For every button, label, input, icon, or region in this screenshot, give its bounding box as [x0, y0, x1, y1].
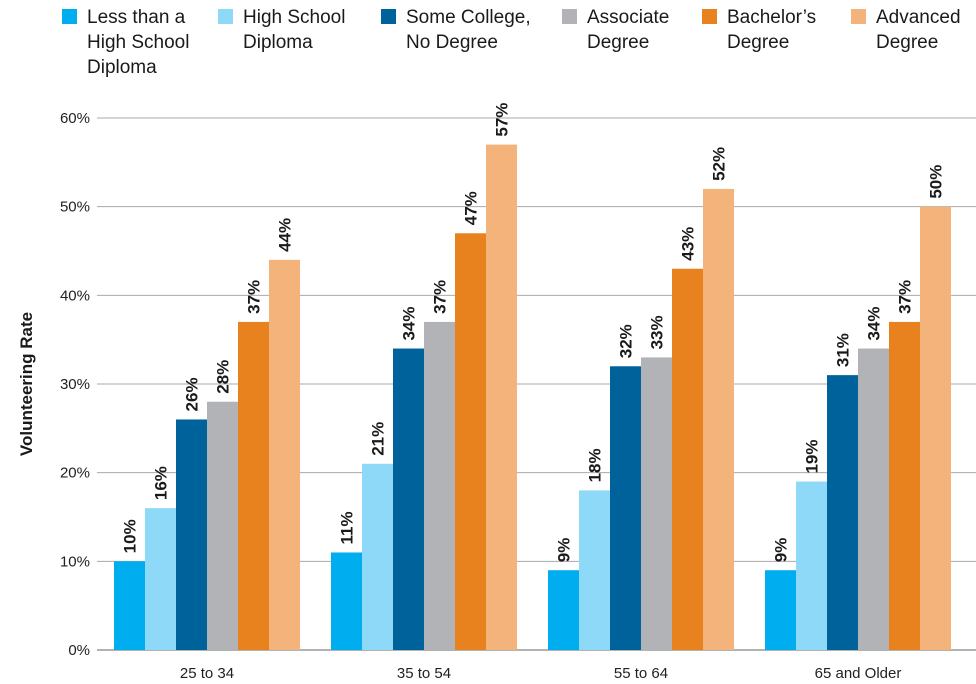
- legend-label: Associate Degree: [587, 7, 670, 53]
- bar: [641, 357, 672, 650]
- bar: [920, 206, 951, 650]
- legend-swatch: [562, 9, 577, 24]
- data-label: 32%: [617, 324, 636, 358]
- y-axis-title: Volunteering Rate: [17, 312, 36, 456]
- data-label: 52%: [710, 147, 729, 181]
- legend-label: Bachelor’s Degree: [727, 7, 817, 53]
- bars: [114, 144, 951, 650]
- data-label: 9%: [555, 538, 574, 563]
- bar: [579, 490, 610, 650]
- data-label: 10%: [121, 519, 140, 553]
- y-tick-label: 40%: [60, 287, 90, 304]
- legend: Less than a High School Diploma High Sch…: [0, 0, 976, 84]
- legend-swatch: [702, 9, 717, 24]
- x-tick-label: 55 to 64: [614, 665, 668, 682]
- bar: [424, 321, 455, 650]
- data-label: 50%: [927, 165, 946, 199]
- bar: [362, 463, 393, 650]
- data-label: 26%: [183, 377, 202, 411]
- legend-item: Associate Degree: [562, 5, 669, 55]
- data-label: 18%: [586, 448, 605, 482]
- data-labels: 10% 16% 26% 28% 37% 44% 11% 21% 34% 37% 47% 57% 9% 18…: [121, 103, 946, 563]
- legend-swatch: [381, 9, 396, 24]
- data-label: 19%: [803, 440, 822, 474]
- bar: [703, 188, 734, 650]
- bar: [393, 348, 424, 650]
- legend-swatch: [62, 9, 77, 24]
- bar: [858, 348, 889, 650]
- legend-item: Bachelor’s Degree: [702, 5, 816, 55]
- bar: [238, 321, 269, 650]
- data-label: 37%: [245, 280, 264, 314]
- legend-item: Less than a High School Diploma: [62, 5, 189, 80]
- data-label: 44%: [276, 218, 295, 252]
- data-label: 11%: [338, 511, 357, 544]
- bar: [176, 419, 207, 650]
- y-tick-label: 60%: [60, 110, 90, 127]
- bar: [672, 268, 703, 650]
- data-label: 47%: [462, 191, 481, 225]
- bar: [145, 508, 176, 650]
- y-tick-label: 20%: [60, 465, 90, 482]
- data-label: 31%: [834, 333, 853, 367]
- x-tick-label: 25 to 34: [180, 665, 234, 682]
- x-tick-label: 35 to 54: [397, 665, 451, 682]
- legend-label: Advanced Degree: [876, 7, 961, 53]
- bar: [114, 561, 145, 650]
- legend-item: Advanced Degree: [851, 5, 961, 55]
- y-tick-label: 30%: [60, 376, 90, 393]
- legend-label: Some College, No Degree: [406, 7, 531, 53]
- bar: [331, 552, 362, 650]
- legend-item: High School Diploma: [218, 5, 345, 55]
- data-label: 43%: [679, 227, 698, 261]
- data-label: 34%: [400, 307, 419, 341]
- data-label: 28%: [214, 360, 233, 394]
- data-label: 57%: [493, 103, 512, 137]
- x-tick-label: 65 and Older: [815, 665, 902, 682]
- legend-label: High School Diploma: [243, 7, 346, 53]
- legend-swatch: [218, 9, 233, 24]
- bar: [486, 144, 517, 650]
- bar: [765, 570, 796, 650]
- x-axis-labels: 25 to 34 35 to 54 55 to 64 65 and Older: [180, 665, 901, 682]
- y-tick-label: 10%: [60, 553, 90, 570]
- data-label: 34%: [865, 307, 884, 341]
- data-label: 33%: [648, 315, 667, 349]
- bar: [548, 570, 579, 650]
- bar: [269, 259, 300, 650]
- bar: [610, 366, 641, 650]
- data-label: 16%: [152, 466, 171, 500]
- data-label: 37%: [896, 280, 915, 314]
- bar: [889, 321, 920, 650]
- data-label: 9%: [772, 538, 791, 563]
- bar: [796, 481, 827, 650]
- bar: [207, 401, 238, 650]
- data-label: 37%: [431, 280, 450, 314]
- bar: [455, 233, 486, 650]
- y-tick-label: 0%: [68, 642, 90, 659]
- legend-swatch: [851, 9, 866, 24]
- legend-label: Less than a High School Diploma: [87, 7, 190, 78]
- bar: [827, 375, 858, 650]
- legend-item: Some College, No Degree: [381, 5, 531, 55]
- data-label: 21%: [369, 422, 388, 456]
- y-axis-ticks: 0% 10% 20% 30% 40% 50% 60%: [60, 110, 90, 659]
- y-tick-label: 50%: [60, 199, 90, 216]
